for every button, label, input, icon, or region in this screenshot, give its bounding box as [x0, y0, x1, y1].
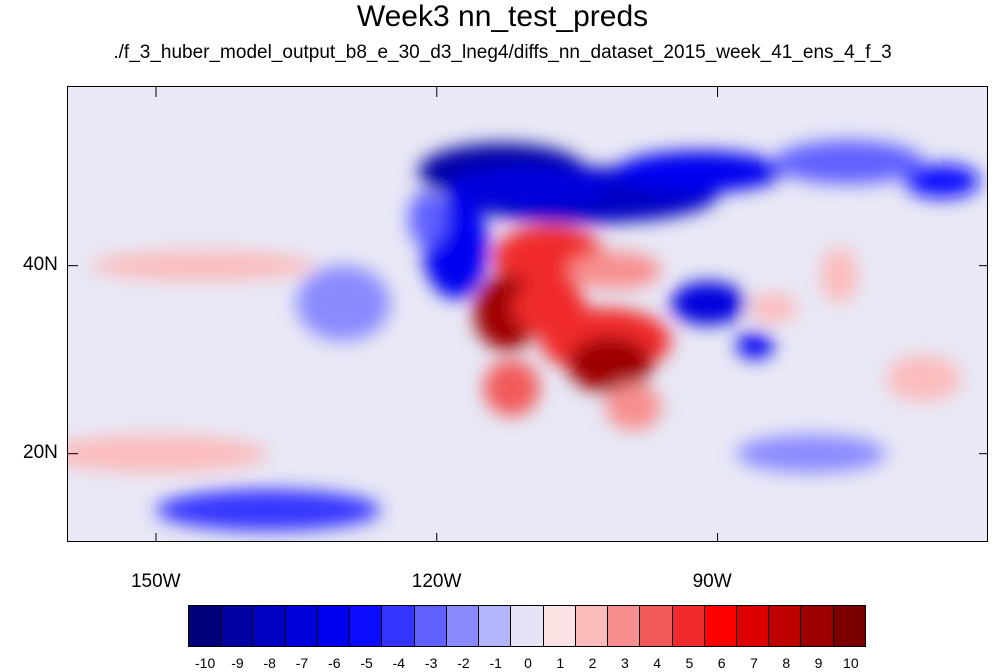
colorbar-label-15: 5: [685, 655, 694, 671]
colorbar-label-4: -6: [328, 655, 341, 671]
colorbar-label-19: 9: [814, 655, 823, 671]
anomaly-region-5: [904, 164, 980, 198]
colorbar-label-18: 8: [782, 655, 791, 671]
colorbar-cell-2: [253, 606, 286, 646]
colorbar-label-3: -7: [295, 655, 309, 671]
colorbar-label-14: 4: [653, 655, 662, 671]
anomaly-field: [68, 140, 980, 531]
colorbar-label-1: -9: [231, 655, 244, 671]
anomaly-region-24: [736, 434, 887, 473]
colorbar-label-16: 6: [717, 655, 726, 671]
colorbar-label-8: -2: [457, 655, 470, 671]
colorbar-cell-17: [736, 606, 770, 646]
colorbar-cell-4: [317, 606, 351, 646]
colorbar-cell-15: [672, 606, 705, 646]
anomaly-region-19: [820, 246, 858, 304]
anomaly-region-20: [68, 434, 269, 473]
anomaly-region-15: [605, 383, 662, 431]
map-panel: [67, 86, 988, 542]
colorbar-label-2: -8: [263, 655, 276, 671]
colorbar-label-20: 10: [843, 655, 859, 671]
colorbar-label-10: 0: [524, 655, 532, 671]
y-tick-label-20n: 20N: [23, 441, 58, 463]
map-plot-area: [68, 87, 987, 541]
anomaly-region-2: [446, 165, 615, 207]
anomaly-region-21: [90, 250, 316, 281]
anomaly-region-25: [886, 354, 961, 402]
colorbar-cell-8: [446, 606, 480, 646]
anomaly-region-14: [483, 359, 540, 417]
anomaly-region-17: [736, 332, 774, 359]
colorbar-cell-16: [704, 606, 737, 646]
anomaly-region-18: [750, 292, 798, 323]
anomaly-region-23: [155, 489, 381, 531]
colorbar-cell-14: [640, 606, 673, 646]
colorbar-cell-6: [382, 606, 415, 646]
colorbar-cell-19: [801, 606, 834, 646]
x-tick-label-150w: 150W: [130, 571, 181, 592]
colorbar-cell-1: [221, 606, 254, 646]
colorbar-cell-11: [543, 606, 576, 646]
colorbar-cell-3: [285, 606, 318, 646]
colorbar-label-9: -1: [489, 655, 502, 671]
colorbar-cell-12: [575, 606, 609, 646]
colorbar-cell-0: [189, 606, 222, 646]
x-tick-label-90w: 90W: [692, 571, 732, 592]
anomaly-region-22: [296, 265, 390, 341]
colorbar-cell-7: [414, 606, 447, 646]
colorbar-label-17: 7: [750, 655, 758, 671]
colorbar-cell-9: [479, 606, 512, 646]
colorbar-cell-5: [350, 606, 383, 646]
anomaly-region-4: [773, 140, 924, 184]
anomaly-region-13: [567, 336, 653, 393]
anomaly-region-7: [408, 190, 447, 247]
colorbar-cell-20: [833, 606, 865, 646]
colorbar-label-0: -10: [195, 655, 216, 671]
anomaly-region-3: [614, 150, 784, 193]
anomaly-region-16: [670, 281, 746, 325]
colorbar-label-6: -4: [392, 655, 406, 671]
x-tick-label-120w: 120W: [411, 571, 462, 592]
colorbar: [188, 605, 866, 647]
colorbar-label-13: 3: [620, 655, 629, 671]
y-tick-label-40n: 40N: [23, 253, 58, 275]
colorbar-label-7: -3: [424, 655, 438, 671]
colorbar-cell-10: [511, 606, 544, 646]
anomaly-region-9: [567, 251, 662, 290]
colorbar-cell-18: [769, 606, 802, 646]
chart-title: Week3 nn_test_preds: [356, 0, 649, 33]
colorbar-label-5: -5: [360, 655, 373, 671]
colorbar-label-11: 1: [556, 655, 565, 671]
colorbar-label-12: 2: [588, 655, 597, 671]
chart-subtitle: ./f_3_huber_model_output_b8_e_30_d3_lneg…: [113, 42, 892, 63]
colorbar-cell-13: [608, 606, 641, 646]
